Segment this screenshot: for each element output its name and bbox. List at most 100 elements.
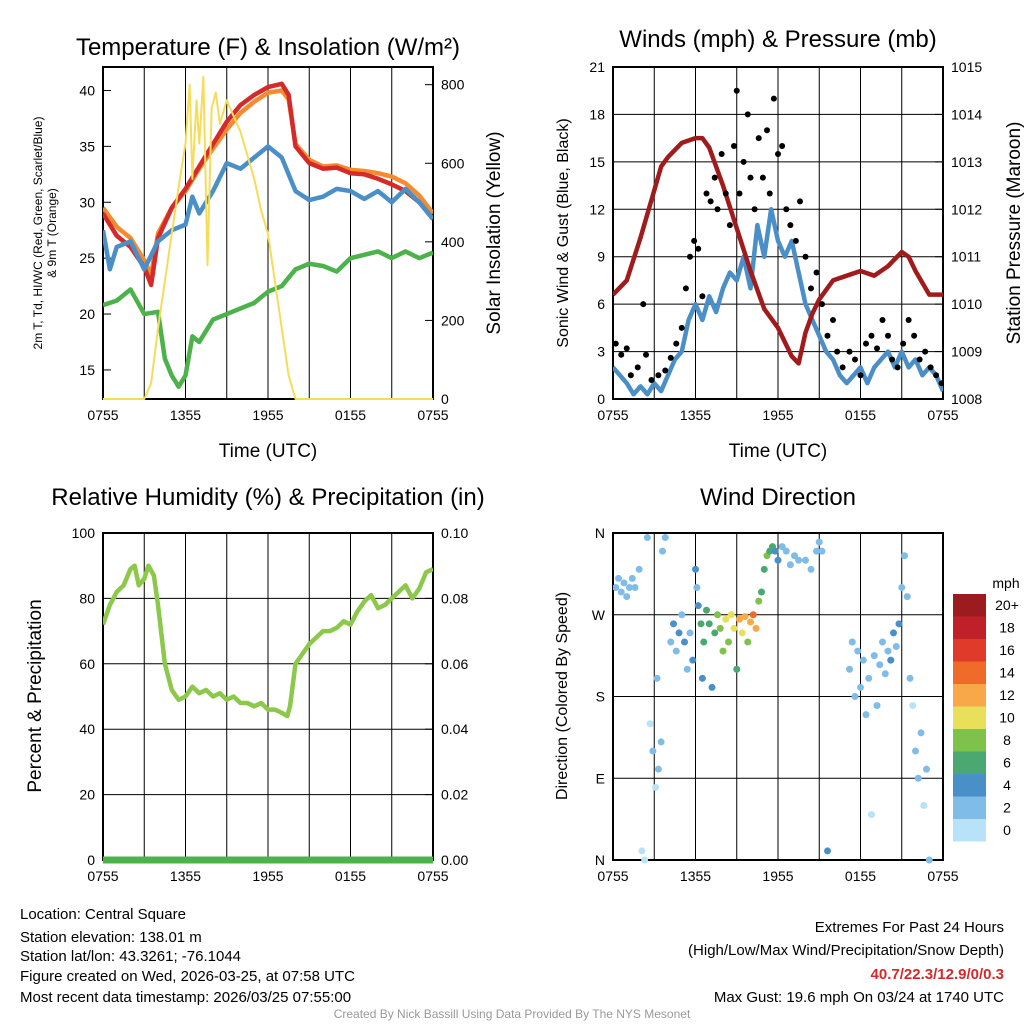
direction-point [859, 656, 867, 664]
direction-point [631, 584, 639, 591]
y-tick-label: 80 [79, 590, 95, 606]
legend-label: 16 [999, 642, 1015, 658]
gust-point [879, 316, 886, 323]
direction-point [851, 693, 859, 700]
gust-point [731, 143, 737, 150]
legend-swatch [953, 819, 986, 842]
gust-point [894, 364, 901, 371]
legend-label: 8 [1003, 732, 1011, 748]
x-axis-label: Time (UTC) [729, 441, 828, 462]
legend-swatch [953, 729, 986, 752]
direction-point [815, 538, 823, 546]
gust-point [699, 293, 706, 300]
x-tick-label: 0155 [845, 868, 876, 884]
x-tick-label: 0755 [597, 407, 628, 423]
direction-point [738, 629, 746, 637]
direction-point [638, 847, 646, 855]
gust-point [747, 174, 754, 181]
y2-tick-label: 0.08 [441, 590, 468, 606]
y-axis-label: Percent & Precipitation [25, 599, 46, 792]
x-axis-label: Time (UTC) [219, 441, 318, 462]
x-tick-label: 0755 [417, 868, 448, 884]
gust-point [839, 364, 846, 371]
x-tick-label: 1355 [680, 868, 711, 884]
direction-point [824, 847, 831, 855]
direction-point [760, 565, 768, 573]
direction-point [857, 683, 864, 691]
direction-point [708, 683, 716, 691]
y-axis-label: 2m T, Td, HI/WC (Red, Green, Scarlet/Blu… [31, 117, 45, 350]
x-tick-label: 0155 [335, 407, 366, 423]
chart-title: Winds (mph) & Pressure (mb) [619, 26, 936, 53]
x-tick-label: 0755 [87, 868, 118, 884]
y2-tick-label: 1011 [951, 249, 981, 265]
gust-point [755, 135, 762, 142]
direction-point [670, 620, 677, 628]
gust-point [682, 285, 689, 292]
y-tick-label: E [596, 770, 605, 786]
series-line-wind-chill [103, 144, 433, 272]
direction-point [752, 624, 760, 632]
gust-point [736, 190, 743, 197]
direction-point [898, 584, 906, 591]
y-tick-label: 12 [589, 201, 605, 217]
direction-point [646, 720, 654, 728]
direction-point [694, 602, 702, 610]
y-tick-label: W [592, 607, 606, 623]
y-tick-label: 3 [597, 344, 605, 360]
gust-point [764, 127, 770, 134]
direction-point [802, 556, 809, 564]
legend-swatch [953, 796, 986, 819]
gust-point [770, 95, 777, 102]
direction-point [675, 629, 683, 637]
location-text: Location: Central Square [20, 906, 186, 923]
direction-point [714, 611, 721, 619]
y-tick-label: 0 [87, 852, 95, 868]
direction-point [862, 711, 870, 719]
direction-point [736, 615, 743, 623]
gust-point [648, 377, 655, 384]
direction-point [693, 584, 701, 591]
credit-text: Created By Nick Bassill Using Data Provi… [333, 1007, 691, 1021]
direction-point [873, 702, 881, 710]
y-tick-label: 20 [79, 787, 95, 803]
direction-point [649, 747, 657, 755]
gust-point [687, 253, 693, 260]
gust-point [775, 150, 781, 157]
gust-point [678, 324, 685, 331]
direction-point [697, 620, 705, 628]
direction-point [725, 638, 732, 646]
y-tick-label: 25 [79, 250, 95, 266]
x-tick-label: 0755 [927, 868, 958, 884]
x-tick-label: 0755 [87, 407, 118, 423]
y2-tick-label: 1008 [951, 391, 982, 407]
x-tick-label: 1955 [252, 868, 283, 884]
plot-frame [612, 66, 944, 400]
direction-point [741, 613, 749, 621]
direction-point [868, 811, 875, 819]
direction-point [667, 638, 675, 646]
legend-swatch [953, 706, 986, 729]
gust-point [740, 158, 747, 165]
y2-tick-label: 1009 [951, 344, 982, 360]
y-tick-label: 40 [79, 82, 95, 98]
legend-swatch [953, 639, 986, 662]
series-line-sonic-wind [613, 207, 943, 397]
y2-axis-label: Station Pressure (Maroon) [1004, 122, 1024, 345]
direction-point [711, 629, 719, 637]
gust-point [933, 372, 940, 379]
x-tick-label: 1355 [170, 407, 201, 423]
plot-area [613, 534, 933, 864]
direction-point [749, 611, 757, 619]
direction-point [700, 638, 708, 646]
direction-point [635, 565, 643, 573]
gust-point [766, 190, 773, 197]
y-axis-label: Sonic Wind & Gust (Blue, Black) [555, 118, 572, 347]
direction-point [758, 588, 765, 596]
gust-point [885, 332, 891, 339]
direction-point [652, 783, 660, 791]
x-tick-label: 0755 [597, 868, 628, 884]
direction-point [661, 534, 669, 542]
gust-point [852, 356, 858, 363]
direction-point [686, 629, 694, 637]
